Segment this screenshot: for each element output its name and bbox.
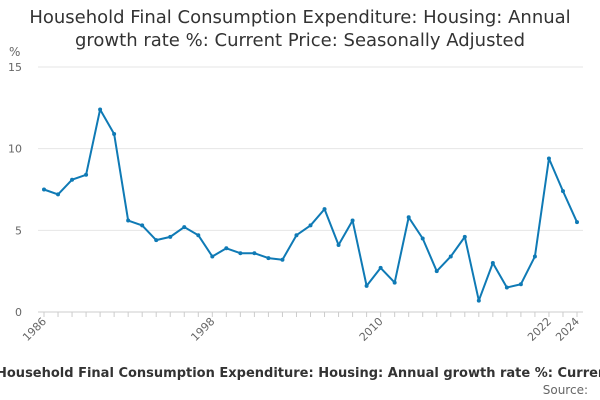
y-tick-label-10: 10 xyxy=(8,143,22,156)
data-point-1992 xyxy=(126,218,131,223)
legend: Household Final Consumption Expenditure:… xyxy=(0,366,600,384)
data-point-2006 xyxy=(322,207,327,212)
data-point-1990 xyxy=(98,107,103,112)
data-point-2024 xyxy=(575,220,579,225)
data-point-2021 xyxy=(532,254,537,259)
data-point-2017 xyxy=(476,298,481,303)
data-point-2002 xyxy=(266,256,271,261)
y-axis-unit-label: % xyxy=(9,45,20,59)
data-point-1994 xyxy=(154,238,159,243)
data-point-1993 xyxy=(140,223,145,228)
data-point-2020 xyxy=(518,282,523,287)
x-tick-label-1986: 1986 xyxy=(20,315,49,344)
data-point-1999 xyxy=(224,246,229,251)
series-line-0 xyxy=(43,108,578,302)
y-tick-label-5: 5 xyxy=(15,224,22,237)
legend-series-label: Household Final Consumption Expenditure:… xyxy=(0,366,600,381)
data-point-2001 xyxy=(252,251,257,256)
data-point-2009 xyxy=(364,283,369,288)
chart-title-line-2: growth rate %: Current Price: Seasonally… xyxy=(74,30,526,51)
data-point-2014 xyxy=(434,269,439,274)
y-tick-label-0: 0 xyxy=(15,306,22,319)
data-point-2023 xyxy=(560,189,565,194)
data-point-1989 xyxy=(84,172,89,177)
data-point-2015 xyxy=(448,254,453,259)
source-label: Source: xyxy=(542,383,588,397)
data-point-1987 xyxy=(56,192,61,197)
data-point-2022 xyxy=(546,156,551,161)
chart-title: Household Final Consumption Expenditure:… xyxy=(0,6,600,52)
data-point-2000 xyxy=(238,251,243,256)
data-point-2011 xyxy=(392,280,397,285)
data-point-2008 xyxy=(350,218,355,223)
y-tick-label-15: 15 xyxy=(8,61,22,74)
x-tick-label-1998: 1998 xyxy=(188,315,217,344)
data-point-1998 xyxy=(210,254,215,259)
data-point-2007 xyxy=(336,243,341,248)
data-point-2004 xyxy=(294,233,299,238)
data-point-1995 xyxy=(168,234,173,239)
data-point-2016 xyxy=(462,234,467,239)
data-point-2018 xyxy=(490,261,495,265)
data-point-2010 xyxy=(378,265,383,270)
data-point-1991 xyxy=(112,131,117,136)
data-point-1996 xyxy=(182,225,187,230)
data-point-1986 xyxy=(42,187,46,192)
data-point-2019 xyxy=(504,285,509,290)
data-point-2013 xyxy=(420,236,425,241)
data-point-1988 xyxy=(70,177,75,182)
data-point-2003 xyxy=(280,257,285,262)
x-tick-label-2024: 2024 xyxy=(553,315,582,344)
data-point-2012 xyxy=(406,215,411,220)
x-tick-label-2022: 2022 xyxy=(525,315,554,344)
chart-title-line-1: Household Final Consumption Expenditure:… xyxy=(29,7,571,28)
x-tick-label-2010: 2010 xyxy=(357,315,386,344)
data-point-1997 xyxy=(196,233,201,238)
data-point-2005 xyxy=(308,223,313,228)
